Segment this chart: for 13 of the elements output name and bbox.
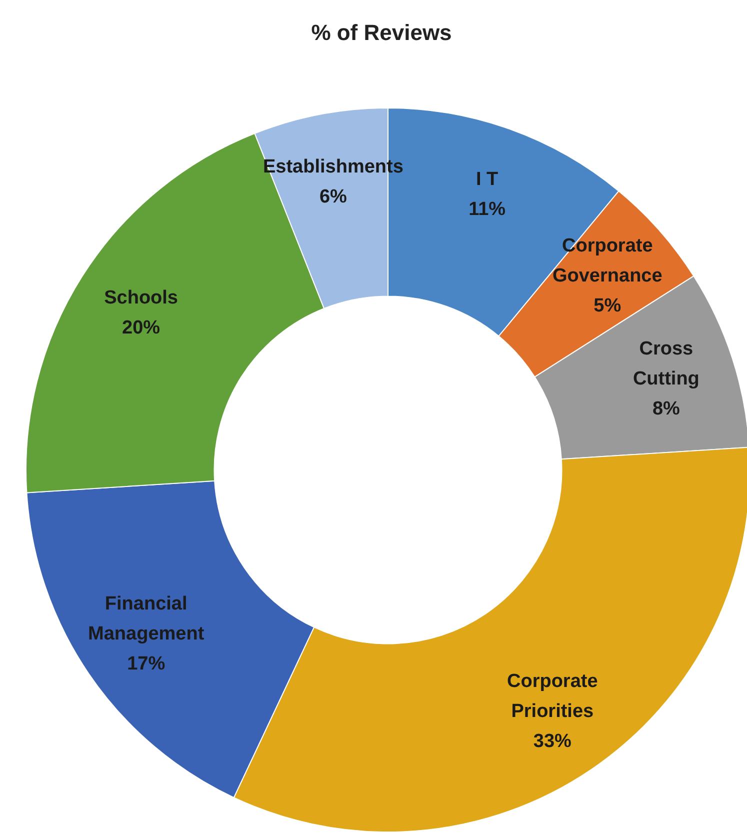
data-label: 6% xyxy=(319,186,348,208)
slice-label: Cross Cutting xyxy=(632,338,700,390)
data-label: 8% xyxy=(652,398,680,420)
data-label: 17% xyxy=(127,653,166,674)
data-label: 33% xyxy=(533,730,572,752)
chart-title: % of Reviews xyxy=(311,20,452,45)
data-label: 20% xyxy=(122,317,160,338)
slice-label: Financial Management xyxy=(88,593,205,644)
data-label: 11% xyxy=(468,198,506,220)
slice-label: Corporate Priorities xyxy=(507,670,598,722)
slice-label: Schools xyxy=(104,287,178,308)
slice-label: I T xyxy=(476,168,499,190)
data-label: 5% xyxy=(594,296,622,317)
